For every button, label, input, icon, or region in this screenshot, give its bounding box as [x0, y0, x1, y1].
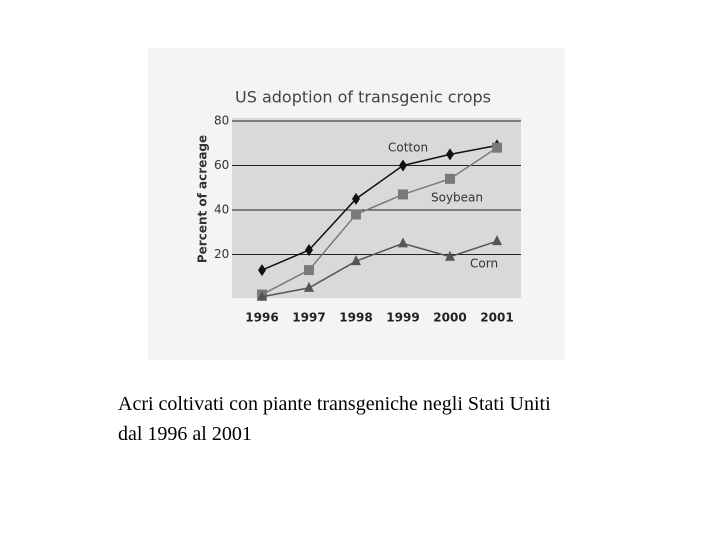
y-tick-label: 80 — [214, 114, 229, 128]
x-tick-label: 1999 — [386, 311, 419, 325]
series-line — [261, 240, 498, 298]
point — [257, 290, 267, 301]
point — [399, 159, 407, 172]
plot-area — [232, 118, 521, 298]
series-line — [261, 144, 498, 271]
point — [304, 265, 314, 276]
series-label: Cotton — [388, 141, 428, 155]
point — [398, 237, 408, 248]
point — [351, 209, 361, 220]
point — [258, 264, 266, 277]
point — [492, 142, 502, 153]
x-tick-label: 1998 — [339, 311, 372, 325]
y-tick-label: 60 — [214, 158, 229, 172]
caption-line: dal 1996 al 2001 — [118, 423, 252, 445]
x-tick-label: 2001 — [480, 311, 513, 325]
point — [445, 250, 455, 261]
series-label: Soybean — [431, 191, 483, 205]
point — [398, 189, 408, 200]
x-tick-label: 1996 — [245, 311, 278, 325]
x-tick-label: 2000 — [433, 311, 466, 325]
y-axis-label: Percent of acreage — [196, 135, 210, 263]
caption-line: Acri coltivati con piante transgeniche n… — [118, 393, 551, 415]
point — [305, 244, 313, 257]
y-tick-label: 20 — [214, 247, 229, 261]
y-tick-label: 40 — [214, 203, 229, 217]
series-line — [261, 147, 498, 296]
point — [492, 235, 502, 246]
point — [351, 255, 361, 266]
point — [445, 173, 455, 184]
point — [446, 148, 454, 161]
series-label: Corn — [470, 257, 498, 271]
x-tick-label: 1997 — [292, 311, 325, 325]
point — [304, 281, 314, 292]
point — [352, 192, 360, 205]
chart-title: US adoption of transgenic crops — [235, 88, 491, 107]
